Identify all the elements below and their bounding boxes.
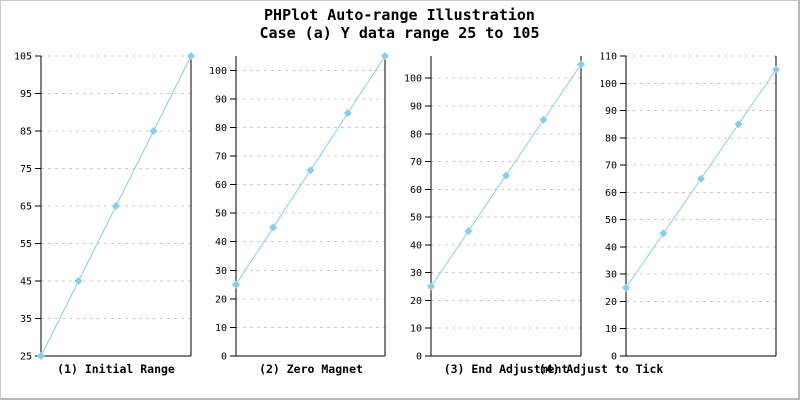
- svg-text:65: 65: [20, 202, 32, 213]
- chart-title-adjust-to-tick: (4) Adjust to Tick: [538, 362, 664, 376]
- svg-text:20: 20: [215, 294, 227, 305]
- svg-text:30: 30: [605, 270, 617, 281]
- svg-text:20: 20: [410, 296, 422, 307]
- svg-text:100: 100: [601, 79, 617, 90]
- svg-text:25: 25: [20, 352, 32, 363]
- svg-text:90: 90: [410, 102, 422, 113]
- svg-text:10: 10: [605, 324, 617, 335]
- svg-text:40: 40: [215, 237, 227, 248]
- chart-canvas-zero-magnet: 0 10 20 30 40 50 60 70 80 90 100: [209, 52, 389, 363]
- svg-text:0: 0: [611, 352, 617, 363]
- svg-text:80: 80: [410, 129, 422, 140]
- svg-text:45: 45: [20, 277, 32, 288]
- svg-text:60: 60: [410, 185, 422, 196]
- svg-text:30: 30: [215, 266, 227, 277]
- svg-text:10: 10: [215, 323, 227, 334]
- svg-text:30: 30: [410, 268, 422, 279]
- svg-text:60: 60: [605, 188, 617, 199]
- svg-text:90: 90: [215, 94, 227, 105]
- svg-text:20: 20: [605, 297, 617, 308]
- svg-text:60: 60: [215, 180, 227, 191]
- svg-text:10: 10: [410, 324, 422, 335]
- svg-text:35: 35: [20, 314, 32, 325]
- svg-text:55: 55: [20, 239, 32, 250]
- svg-text:40: 40: [410, 240, 422, 251]
- svg-text:0: 0: [221, 352, 227, 363]
- chart-canvas-end-adjustment: 0 10 20 30 40 50 60 70 80 90 100: [404, 56, 585, 363]
- chart-title-initial-range: (1) Initial Range: [57, 362, 175, 376]
- svg-text:90: 90: [605, 106, 617, 117]
- svg-text:100: 100: [209, 66, 227, 77]
- svg-text:50: 50: [410, 213, 422, 224]
- svg-text:70: 70: [215, 152, 227, 163]
- chart-main-title-line1: PHPlot Auto-range Illustration: [264, 6, 535, 24]
- svg-text:85: 85: [20, 127, 32, 138]
- svg-text:80: 80: [605, 133, 617, 144]
- svg-text:70: 70: [410, 157, 422, 168]
- svg-text:50: 50: [215, 209, 227, 220]
- svg-text:95: 95: [20, 89, 32, 100]
- chart-main-title-line2: Case (a) Y data range 25 to 105: [259, 24, 540, 42]
- svg-text:100: 100: [404, 74, 422, 85]
- svg-text:50: 50: [605, 215, 617, 226]
- svg-text:70: 70: [605, 161, 617, 172]
- svg-text:0: 0: [416, 352, 422, 363]
- chart-main-title: PHPlot Auto-range Illustration Case (a) …: [1, 6, 798, 42]
- svg-text:40: 40: [605, 242, 617, 253]
- chart-title-end-adjustment: (3) End Adjustment: [443, 362, 569, 376]
- chart-canvas-initial-range: 25 35 45 55 65 75 85 95 105: [14, 52, 195, 363]
- svg-text:110: 110: [601, 52, 617, 63]
- chart-canvas-adjust-to-tick: 0 10 20 30 40 50 60 70 80 90 100 110: [601, 52, 780, 363]
- svg-text:75: 75: [20, 164, 32, 175]
- chart-title-zero-magnet: (2) Zero Magnet: [259, 362, 363, 376]
- svg-text:80: 80: [215, 123, 227, 134]
- svg-text:105: 105: [14, 52, 32, 63]
